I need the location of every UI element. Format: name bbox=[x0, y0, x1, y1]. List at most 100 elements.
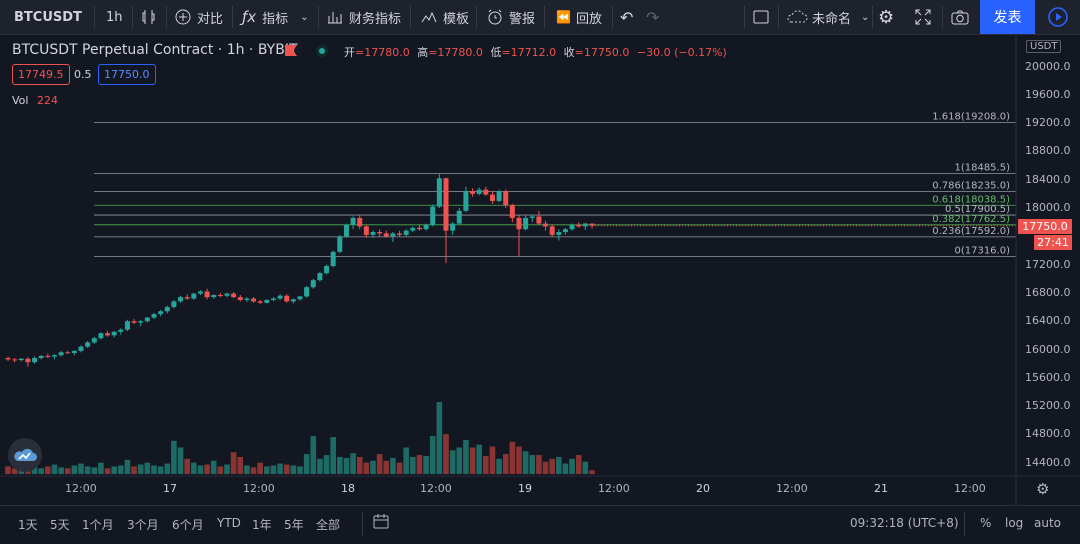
undo-button[interactable]: ↶ bbox=[620, 0, 633, 34]
candle-body bbox=[463, 191, 469, 211]
price-tick-label: 18800.0 bbox=[1025, 144, 1071, 158]
volume-bar bbox=[436, 402, 443, 474]
candle-body bbox=[264, 299, 270, 303]
market-status-icon[interactable] bbox=[316, 45, 328, 57]
fib-level-label: 0.5(17900.5) bbox=[945, 204, 1010, 215]
sell-price-box[interactable]: 17749.5 bbox=[12, 64, 70, 85]
candle-body bbox=[562, 229, 568, 233]
range-button[interactable]: 1天 bbox=[18, 518, 38, 532]
volume-bar bbox=[283, 464, 290, 474]
range-button[interactable]: 全部 bbox=[316, 518, 341, 532]
candle-body bbox=[98, 333, 104, 339]
volume-bar bbox=[323, 455, 330, 474]
fibonacci-extension[interactable]: 2.618(20577.0)1.618(19208.0)1(18485.5)0.… bbox=[94, 35, 1016, 257]
price-chart[interactable]: 2.618(20577.0)1.618(19208.0)1(18485.5)0.… bbox=[0, 35, 1080, 505]
volume-bar bbox=[330, 437, 336, 474]
candle-body bbox=[390, 233, 396, 237]
range-button[interactable]: 6个月 bbox=[172, 518, 204, 532]
candle-body bbox=[12, 359, 18, 361]
flag-icon[interactable] bbox=[285, 45, 297, 56]
indicators-button[interactable]: ƒx 指标 ⌄ bbox=[242, 0, 309, 34]
candle bbox=[51, 354, 57, 360]
tradingview-logo[interactable] bbox=[8, 438, 42, 472]
interval-button[interactable]: 1h bbox=[106, 9, 123, 25]
clock-display[interactable]: 09:32:18 (UTC+8) bbox=[850, 516, 959, 530]
axis-settings-button[interactable]: ⚙ bbox=[1036, 480, 1049, 498]
range-button[interactable]: YTD bbox=[217, 516, 241, 530]
candle bbox=[410, 226, 416, 233]
candle-body bbox=[589, 223, 595, 226]
candle bbox=[496, 189, 502, 203]
candle-body bbox=[217, 295, 223, 297]
candle-body bbox=[124, 321, 130, 330]
candle bbox=[191, 292, 197, 300]
candle-body bbox=[151, 314, 157, 318]
last-price-label: 17750.0 bbox=[1018, 219, 1072, 234]
goto-date-button[interactable] bbox=[372, 512, 390, 533]
candle-body bbox=[270, 298, 276, 300]
layout-name-button[interactable]: 未命名 ⌄ bbox=[786, 0, 869, 34]
candle bbox=[118, 328, 124, 335]
volume-bar bbox=[556, 456, 562, 474]
candle bbox=[450, 222, 456, 235]
bar-countdown: 27:41 bbox=[1034, 235, 1072, 250]
volume-bar bbox=[403, 447, 409, 474]
separator bbox=[318, 6, 319, 28]
separator bbox=[942, 6, 943, 28]
volume-bar bbox=[84, 466, 91, 474]
compare-button[interactable]: 对比 bbox=[174, 0, 223, 34]
financials-button[interactable]: 财务指标 bbox=[326, 0, 401, 34]
volume-bar bbox=[449, 450, 456, 474]
volume-bar bbox=[529, 455, 536, 474]
range-button[interactable]: 1个月 bbox=[82, 518, 114, 532]
snapshot-button[interactable] bbox=[950, 0, 970, 34]
price-tick-label: 16400.0 bbox=[1025, 314, 1071, 328]
templates-button[interactable]: 模板 bbox=[420, 0, 469, 34]
fib-level-label: 0.618(18038.5) bbox=[932, 194, 1010, 205]
bar-chart-icon bbox=[328, 12, 342, 24]
settings-button[interactable]: ⚙ bbox=[878, 0, 894, 34]
replay-label: 回放 bbox=[575, 11, 602, 27]
volume-bar bbox=[363, 462, 370, 474]
buy-price-box[interactable]: 17750.0 bbox=[98, 64, 156, 85]
candle-body bbox=[91, 338, 97, 343]
candle bbox=[324, 264, 330, 275]
fullscreen-button[interactable] bbox=[914, 0, 932, 34]
redo-button[interactable]: ↷ bbox=[646, 0, 659, 34]
volume-bar bbox=[469, 447, 476, 474]
replay-button[interactable]: ⏪ 回放 bbox=[556, 0, 602, 34]
candle bbox=[549, 224, 555, 237]
log-toggle[interactable]: log bbox=[1005, 516, 1024, 530]
candle-style-button[interactable] bbox=[140, 0, 158, 34]
layout-button[interactable] bbox=[752, 0, 770, 34]
currency-label[interactable]: USDT bbox=[1026, 40, 1062, 53]
candle bbox=[350, 216, 356, 230]
candle-body bbox=[509, 205, 515, 218]
range-button[interactable]: 5天 bbox=[50, 518, 70, 532]
publish-button[interactable]: 发表 bbox=[980, 0, 1035, 34]
symbol-title[interactable]: BTCUSDT Perpetual Contract · 1h · BYBIT bbox=[12, 42, 298, 58]
fib-level-label: 0.236(17592.0) bbox=[932, 226, 1010, 237]
candle bbox=[284, 294, 290, 303]
plus-circle-icon bbox=[175, 9, 191, 25]
range-button[interactable]: 1年 bbox=[252, 518, 272, 532]
price-tick-label: 14800.0 bbox=[1025, 427, 1071, 441]
auto-toggle[interactable]: auto bbox=[1034, 516, 1062, 530]
range-button[interactable]: 5年 bbox=[284, 518, 304, 532]
alert-button[interactable]: 警报 bbox=[486, 0, 535, 34]
separator bbox=[166, 6, 167, 28]
candle-body bbox=[211, 295, 217, 298]
candle bbox=[231, 292, 237, 298]
play-button[interactable] bbox=[1036, 0, 1080, 34]
volume-bar bbox=[516, 446, 522, 474]
volume-bar bbox=[118, 465, 124, 474]
range-button[interactable]: 3个月 bbox=[127, 518, 159, 532]
symbol-button[interactable]: BTCUSDT bbox=[14, 9, 82, 25]
volume-bar bbox=[317, 458, 323, 474]
low-label: 低 bbox=[490, 46, 502, 59]
candle-body bbox=[410, 227, 416, 231]
candle-body bbox=[237, 297, 243, 300]
volume-bar bbox=[337, 456, 343, 474]
price-tick-label: 19200.0 bbox=[1025, 116, 1071, 130]
percent-toggle[interactable]: % bbox=[980, 516, 992, 530]
